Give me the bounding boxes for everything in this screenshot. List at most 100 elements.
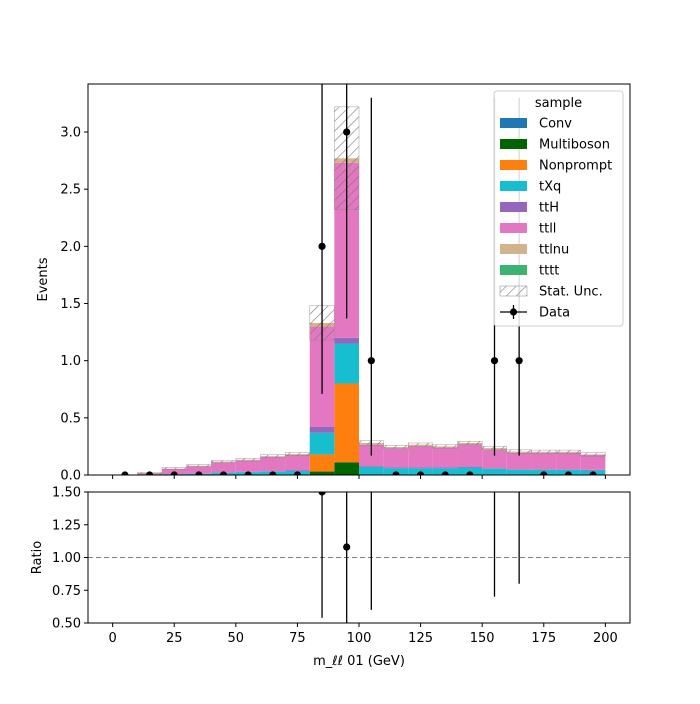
bar-tth-bin-10: [359, 466, 384, 467]
stat-unc-bin-18: [556, 450, 581, 453]
ratio-xtick-label-8: 200: [593, 631, 618, 646]
stat-unc-bin-13: [433, 445, 458, 448]
stat-unc-bin-7: [285, 452, 310, 455]
bar-txq-bin-9: [334, 344, 359, 384]
ratio-xtick-label-1: 25: [166, 631, 183, 646]
ratio-point-1: [343, 543, 350, 550]
bar-ttll-bin-18: [556, 453, 581, 470]
bar-tth-bin-13: [433, 468, 458, 469]
ratio-xtick-label-5: 125: [408, 631, 433, 646]
bar-txq-bin-10: [359, 467, 384, 475]
main-ytick-label-2: 1.0: [60, 354, 81, 369]
legend-title: sample: [535, 96, 582, 111]
bar-tth-bin-11: [384, 468, 409, 469]
main-ytick-label-6: 3.0: [60, 126, 81, 141]
ratio-xtick-label-4: 100: [347, 631, 372, 646]
bar-ttll-bin-5: [236, 460, 261, 471]
ratio-xtick-label-0: 0: [108, 631, 116, 646]
main-ylabel: Events: [36, 257, 51, 301]
bar-tth-bin-15: [482, 468, 507, 469]
ratio-ytick-label-0: 0.50: [52, 617, 81, 632]
main-ytick-label-5: 2.5: [60, 183, 81, 198]
bar-nonprompt-bin-8: [310, 454, 335, 471]
bar-ttll-bin-6: [260, 457, 285, 471]
legend-label-5: ttll: [539, 222, 556, 237]
legend-swatch-9: [510, 308, 517, 315]
ratio-xtick-label-7: 175: [531, 631, 556, 646]
bar-tth-bin-8: [310, 427, 335, 433]
bar-tth-bin-19: [581, 470, 606, 471]
main-ytick-label-3: 1.5: [60, 297, 81, 312]
bar-ttll-bin-13: [433, 448, 458, 468]
legend-swatch-1: [500, 139, 527, 149]
main-ytick-label-1: 0.5: [60, 411, 81, 426]
stat-unc-bin-12: [408, 443, 433, 446]
ratio-xtick-label-6: 150: [470, 631, 495, 646]
data-point-16: [516, 357, 523, 364]
bar-txq-bin-16: [507, 470, 532, 475]
data-point-15: [491, 357, 498, 364]
data-point-8: [318, 243, 325, 250]
legend-swatch-8: [500, 286, 527, 296]
data-point-9: [343, 128, 350, 135]
bar-nonprompt-bin-9: [334, 384, 359, 463]
legend-label-1: Multiboson: [539, 138, 610, 153]
stat-unc-bin-19: [581, 453, 606, 456]
bar-ttll-bin-7: [285, 455, 310, 470]
stat-unc-bin-4: [211, 460, 236, 462]
bar-ttll-bin-17: [531, 453, 556, 470]
ratio-xlabel: m_ℓℓ 01 (GeV): [313, 654, 405, 669]
ratio-point-4: [516, 56, 523, 63]
ratio-ytick-label-3: 1.25: [52, 518, 81, 533]
ratio-xtick-label-3: 75: [289, 631, 306, 646]
bar-ttll-bin-19: [581, 455, 606, 470]
bar-ttll-bin-14: [458, 444, 483, 467]
bar-multiboson-bin-9: [334, 462, 359, 475]
legend-swatch-7: [500, 265, 527, 275]
legend-label-4: ttH: [539, 201, 559, 216]
bar-tth-bin-12: [408, 468, 433, 469]
bar-tth-bin-9: [334, 338, 359, 344]
main-ytick-label-0: 0.0: [60, 469, 81, 484]
ratio-xtick-label-2: 50: [228, 631, 245, 646]
bar-multiboson-bin-8: [310, 472, 335, 475]
stat-unc-bin-11: [384, 445, 409, 448]
bar-tth-bin-16: [507, 469, 532, 470]
stat-unc-bin-14: [458, 441, 483, 444]
legend-label-8: Stat. Unc.: [539, 285, 603, 300]
legend-label-0: Conv: [539, 117, 572, 132]
bar-tth-bin-18: [556, 469, 581, 470]
ratio-ytick-label-4: 1.50: [52, 486, 81, 501]
bar-ttll-bin-11: [384, 448, 409, 467]
legend-label-7: tttt: [539, 264, 559, 279]
legend-swatch-5: [500, 223, 527, 233]
legend-swatch-6: [500, 244, 527, 254]
data-point-10: [368, 357, 375, 364]
ratio-ytick-label-1: 0.75: [52, 584, 81, 599]
stat-unc-bin-17: [531, 450, 556, 453]
legend-swatch-2: [500, 160, 527, 170]
legend-label-3: tXq: [539, 180, 561, 195]
legend-swatch-4: [500, 202, 527, 212]
bar-ttll-bin-12: [408, 446, 433, 467]
bar-tth-bin-7: [285, 470, 310, 471]
legend-label-9: Data: [539, 306, 570, 321]
bar-tth-bin-17: [531, 469, 556, 470]
stat-unc-bin-2: [162, 467, 187, 469]
bar-ttll-bin-4: [211, 462, 236, 472]
bar-tth-bin-14: [458, 467, 483, 468]
stat-unc-bin-3: [187, 465, 212, 467]
stat-unc-bin-6: [260, 455, 285, 458]
legend-swatch-0: [500, 118, 527, 128]
legend-label-2: Nonprompt: [539, 159, 612, 174]
ratio-ytick-label-2: 1.00: [52, 551, 81, 566]
ratio-ylabel: Ratio: [30, 541, 45, 574]
main-ytick-label-4: 2.0: [60, 240, 81, 255]
legend-swatch-3: [500, 181, 527, 191]
stat-unc-bin-5: [236, 458, 261, 461]
legend: sample Conv Multiboson Nonprompt tXq ttH ttll t…: [494, 91, 623, 326]
bar-txq-bin-15: [482, 469, 507, 475]
legend-label-6: ttlnu: [539, 243, 569, 258]
